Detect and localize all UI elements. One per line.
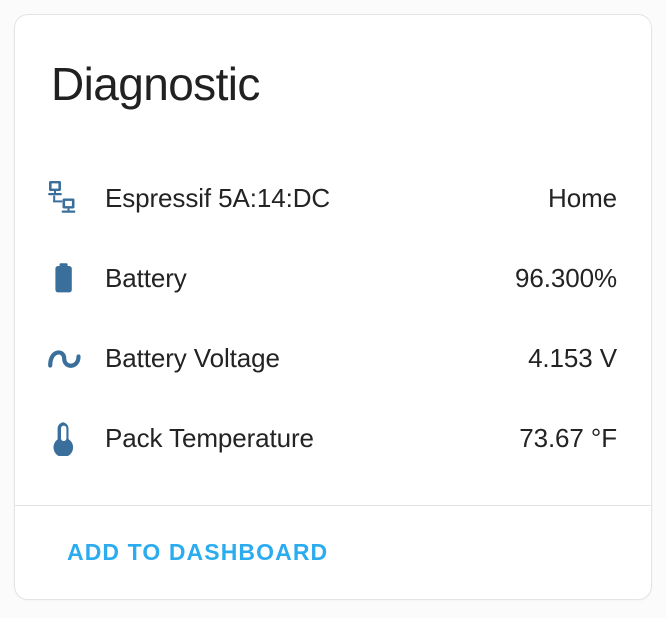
add-to-dashboard-button[interactable]: ADD TO DASHBOARD	[67, 539, 329, 565]
list-item-value: 96.300%	[515, 262, 617, 293]
diagnostic-row-list: Espressif 5A:14:DC Home Battery 96.300% …	[15, 158, 651, 478]
card-divider	[15, 505, 651, 506]
list-item-pack-temperature[interactable]: Pack Temperature 73.67 °F	[15, 398, 651, 478]
list-item-value: 4.153 V	[528, 342, 617, 373]
page-title: Diagnostic	[51, 58, 260, 110]
list-item-value: Home	[548, 182, 617, 213]
thermometer-icon	[47, 420, 105, 456]
card-actions: ADD TO DASHBOARD	[15, 506, 651, 599]
list-item-espressif[interactable]: Espressif 5A:14:DC Home	[15, 158, 651, 238]
list-item-battery-voltage[interactable]: Battery Voltage 4.153 V	[15, 318, 651, 398]
list-item-value: 73.67 °F	[519, 422, 617, 453]
diagnostic-card: Diagnostic	[14, 14, 652, 600]
lan-network-icon	[47, 180, 105, 216]
list-item-label: Battery Voltage	[105, 342, 280, 373]
list-item-label: Espressif 5A:14:DC	[105, 182, 331, 213]
list-item-label: Pack Temperature	[105, 422, 314, 453]
list-item-battery[interactable]: Battery 96.300%	[15, 238, 651, 318]
battery-icon	[47, 260, 105, 296]
sine-wave-icon	[47, 340, 105, 376]
list-item-label: Battery	[105, 262, 187, 293]
